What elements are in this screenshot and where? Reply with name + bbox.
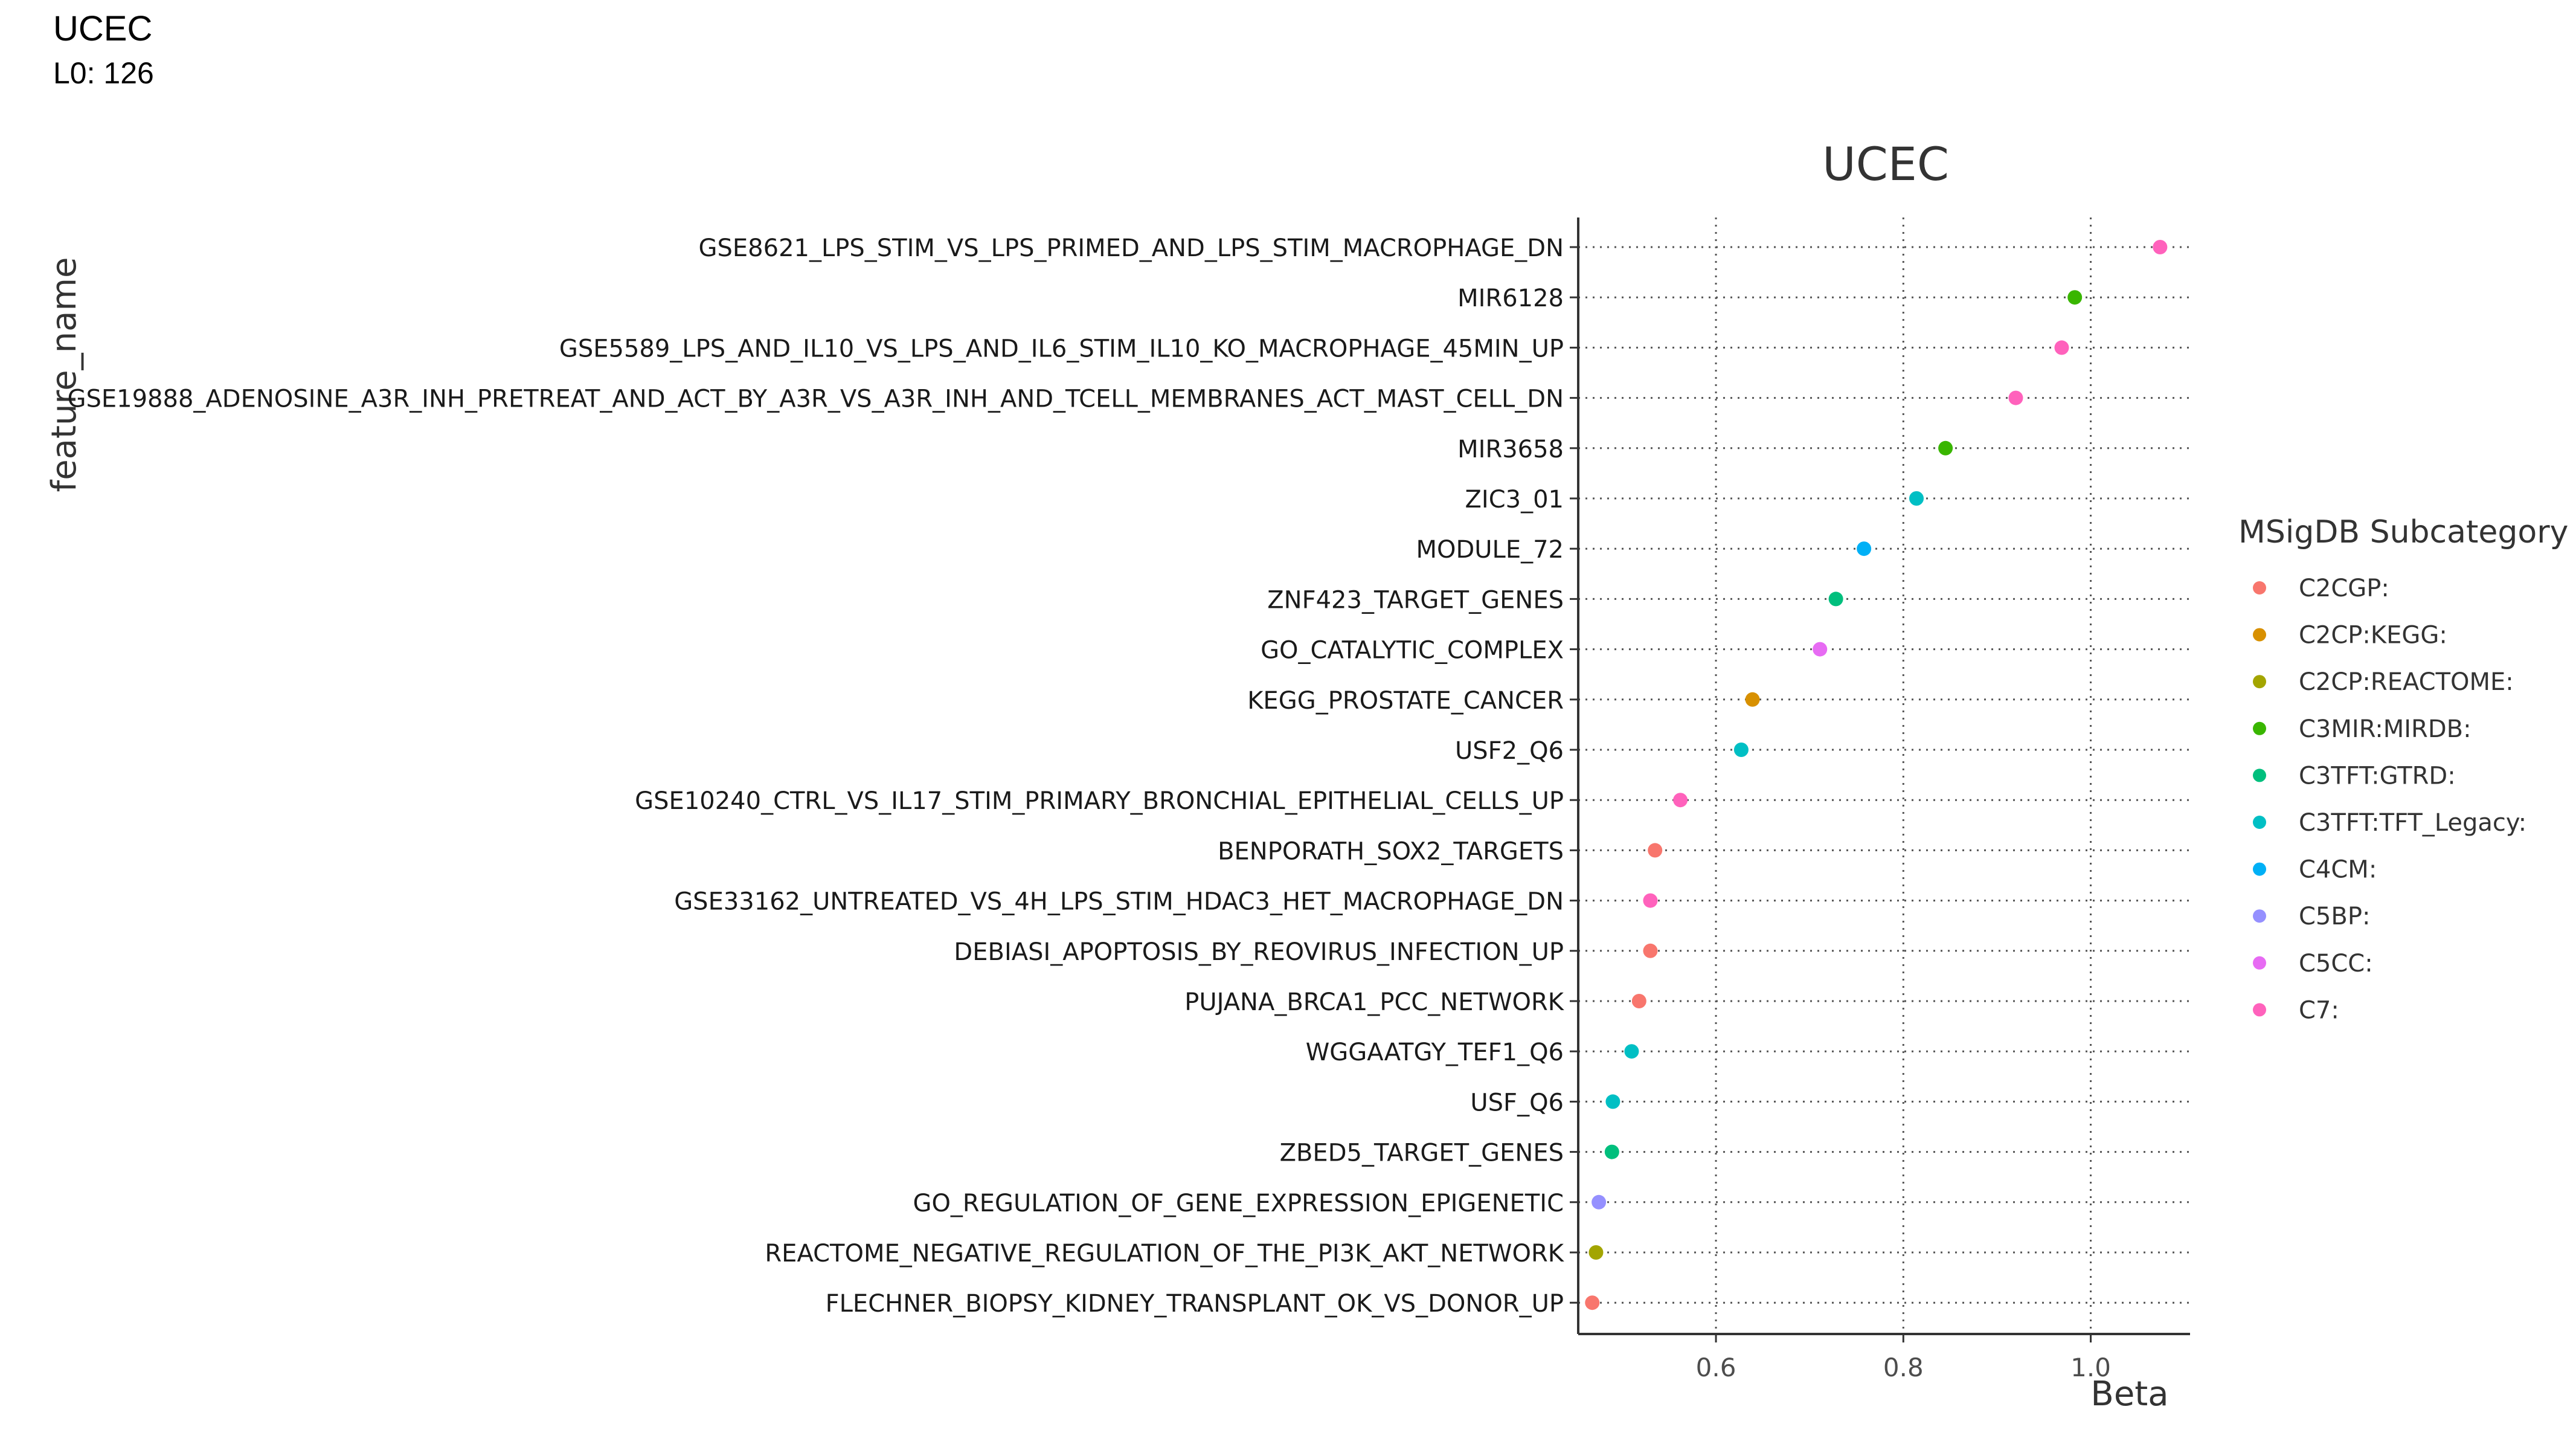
data-point: [1733, 743, 1749, 757]
x-axis-label: Beta: [2090, 1374, 2168, 1414]
legend-swatch: [2253, 1003, 2266, 1017]
data-point: [1673, 793, 1688, 808]
data-point: [1857, 541, 1872, 556]
legend-item-label: C3TFT:GTRD:: [2299, 762, 2456, 790]
legend-item-label: C3MIR:MIRDB:: [2299, 715, 2472, 743]
y-tick-label: ZIC3_01: [1465, 486, 1564, 514]
data-point: [2054, 340, 2069, 355]
legend-item-label: C3TFT:TFT_Legacy:: [2299, 809, 2526, 837]
data-point: [1588, 1245, 1604, 1260]
x-tick-label: 1.0: [2070, 1353, 2111, 1382]
y-tick-label: MIR3658: [1457, 436, 1564, 463]
data-point: [1643, 893, 1658, 908]
data-point: [1604, 1144, 1619, 1159]
legend-swatch: [2253, 909, 2266, 923]
y-tick-label: USF_Q6: [1470, 1089, 1564, 1116]
y-tick-label: REACTOME_NEGATIVE_REGULATION_OF_THE_PI3K…: [765, 1240, 1564, 1268]
y-tick-label: MODULE_72: [1416, 536, 1564, 564]
legend-swatch: [2253, 956, 2266, 970]
y-tick-label: FLECHNER_BIOPSY_KIDNEY_TRANSPLANT_OK_VS_…: [826, 1290, 1564, 1318]
legend-item-label: C2CP:REACTOME:: [2299, 668, 2514, 696]
y-tick-label: DEBIASI_APOPTOSIS_BY_REOVIRUS_INFECTION_…: [954, 938, 1564, 966]
data-point: [1745, 692, 1760, 707]
y-tick-label: GSE5589_LPS_AND_IL10_VS_LPS_AND_IL6_STIM…: [559, 335, 1564, 362]
legend-swatch: [2253, 768, 2266, 782]
data-point: [1585, 1295, 1600, 1310]
chart-title: UCEC: [1822, 137, 1949, 191]
data-point: [1643, 943, 1658, 958]
data-point: [2153, 240, 2168, 254]
data-point: [1605, 1094, 1620, 1109]
legend-item-label: C5BP:: [2299, 903, 2370, 930]
legend-item-label: C2CGP:: [2299, 575, 2389, 602]
data-point: [1938, 440, 1953, 456]
legend-swatch: [2253, 721, 2266, 735]
y-axis-label: feature_name: [45, 257, 84, 492]
data-point: [1828, 591, 1843, 607]
figure-header-title: UCEC: [53, 9, 153, 48]
data-point: [2067, 290, 2083, 305]
legend-swatch: [2253, 816, 2266, 829]
y-tick-label: KEGG_PROSTATE_CANCER: [1247, 687, 1564, 715]
y-tick-label: GSE19888_ADENOSINE_A3R_INH_PRETREAT_AND_…: [68, 385, 1564, 413]
y-tick-label: GO_CATALYTIC_COMPLEX: [1261, 637, 1564, 665]
legend-swatch: [2253, 862, 2266, 876]
legend-item-label: C7:: [2299, 996, 2339, 1024]
data-point: [1592, 1194, 1607, 1210]
data-point: [1813, 642, 1828, 657]
y-tick-label: GSE33162_UNTREATED_VS_4H_LPS_STIM_HDAC3_…: [674, 888, 1564, 916]
data-point: [1909, 491, 1924, 506]
data-point: [1624, 1044, 1639, 1059]
data-point: [2008, 390, 2023, 405]
y-tick-label: USF2_Q6: [1455, 737, 1564, 765]
legend-items: C2CGP: C2CP:KEGG: C2CP:REACTOME: C3MIR:MIRD…: [2253, 575, 2526, 1024]
y-tick-label: ZBED5_TARGET_GENES: [1280, 1139, 1564, 1167]
x-tick-label: 0.8: [1883, 1353, 1924, 1382]
y-tick-label: ZNF423_TARGET_GENES: [1267, 586, 1564, 614]
legend-title: MSigDB Subcategory: [2238, 514, 2568, 550]
y-tick-label: GSE8621_LPS_STIM_VS_LPS_PRIMED_AND_LPS_S…: [699, 234, 1564, 262]
legend-item-label: C4CM:: [2299, 856, 2377, 884]
figure-header-subtitle: L0: 126: [53, 56, 154, 90]
legend-item-label: C2CP:KEGG:: [2299, 622, 2447, 649]
data-point: [1631, 994, 1646, 1008]
data-point: [1648, 843, 1663, 858]
legend-swatch: [2253, 581, 2266, 594]
x-ticks: 0.6 0.8 1.0: [1696, 1334, 2111, 1382]
legend: MSigDB Subcategory C2CGP: C2CP:KEGG: C2CP:…: [2238, 514, 2568, 1024]
y-tick-label: BENPORATH_SOX2_TARGETS: [1218, 837, 1564, 865]
legend-item-label: C5CC:: [2299, 950, 2373, 978]
y-tick-labels: GSE8621_LPS_STIM_VS_LPS_PRIMED_AND_LPS_S…: [68, 234, 1578, 1318]
y-tick-label: PUJANA_BRCA1_PCC_NETWORK: [1184, 988, 1565, 1016]
legend-swatch: [2253, 628, 2266, 642]
gridlines: [1578, 218, 2190, 1334]
y-tick-label: MIR6128: [1457, 285, 1564, 312]
x-tick-label: 0.6: [1696, 1353, 1736, 1382]
y-tick-label: GO_REGULATION_OF_GENE_EXPRESSION_EPIGENE…: [913, 1190, 1564, 1217]
data-points: [1585, 240, 2168, 1310]
y-tick-label: GSE10240_CTRL_VS_IL17_STIM_PRIMARY_BRONC…: [635, 787, 1564, 815]
legend-swatch: [2253, 675, 2266, 689]
y-tick-label: WGGAATGY_TEF1_Q6: [1306, 1039, 1564, 1066]
